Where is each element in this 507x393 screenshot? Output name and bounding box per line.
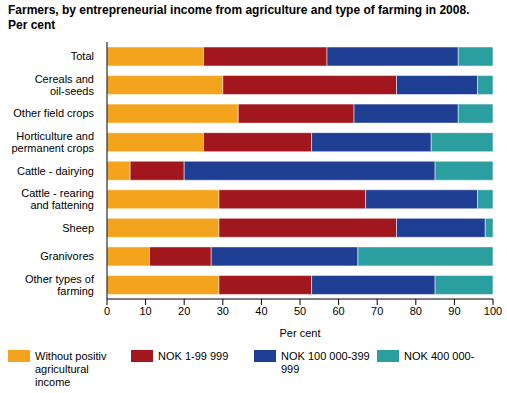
svg-text:Other types offarming: Other types offarming [25,273,95,297]
html-text:NOK 400 000-: NOK 400 000- [404,350,475,362]
svg-text:0: 0 [104,305,110,317]
svg-text:Cattle - dairying: Cattle - dairying [17,165,94,177]
svg-text:Per cent: Per cent [280,327,321,339]
svg-text:Sheep: Sheep [62,222,94,234]
svg-text:50: 50 [294,305,306,317]
html-text:Without positiv agricultural i: Without positiv agricultural income [35,350,107,388]
svg-text:Granivores: Granivores [40,250,94,262]
svg-text:80: 80 [410,305,422,317]
svg-text:70: 70 [371,305,383,317]
html-text:NOK 100 000-399 999: NOK 100 000-399 999 [281,350,370,375]
svg-text:20: 20 [178,305,190,317]
svg-text:40: 40 [255,305,267,317]
svg-text:Other field crops: Other field crops [13,107,94,119]
svg-text:60: 60 [332,305,344,317]
svg-text:Cattle - rearingand fattening: Cattle - rearingand fattening [21,187,94,211]
svg-text:100: 100 [484,305,502,317]
svg-text:Total: Total [71,50,94,62]
html-text:NOK 1-99 999: NOK 1-99 999 [158,350,229,362]
svg-text:Cereals andoil-seeds: Cereals andoil-seeds [35,73,95,97]
svg-text:10: 10 [139,305,151,317]
svg-text:Horticulture andpermanent crop: Horticulture andpermanent crops [11,130,94,154]
svg-text:30: 30 [217,305,229,317]
svg-text:90: 90 [448,305,460,317]
html-text:Farmers, by entrepreneurial in: Farmers, by entrepreneurial income from … [8,3,470,32]
